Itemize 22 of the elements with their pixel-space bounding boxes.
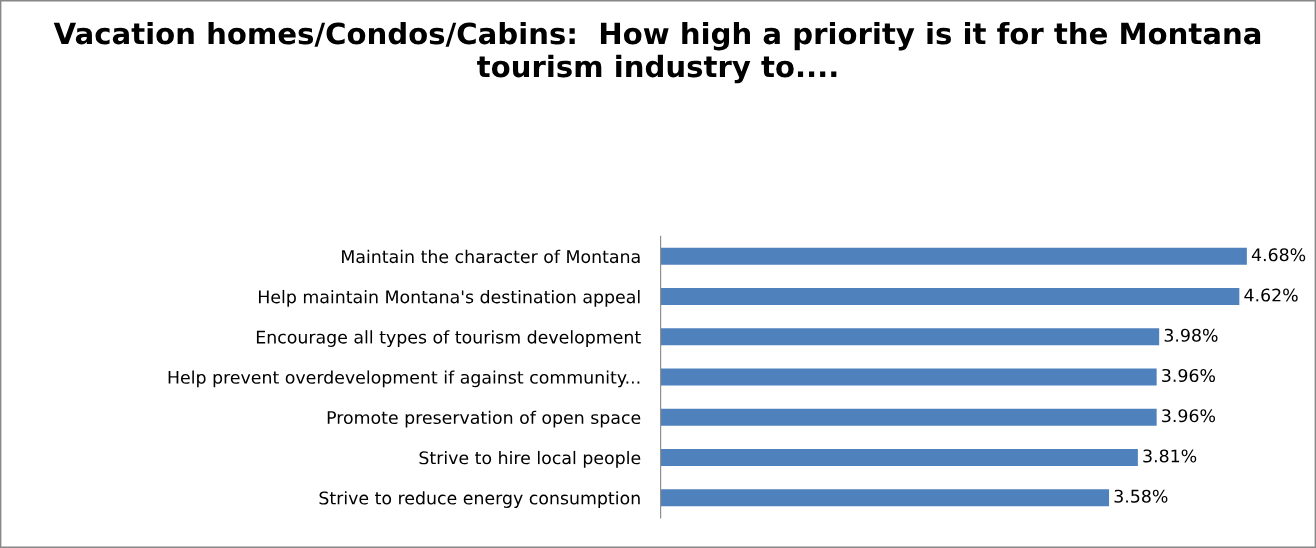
bar [660,489,1110,507]
data-label: 3.96% [1162,368,1216,383]
bar [660,288,1240,305]
y-tick-label: Encourage all types of tourism development [256,330,641,347]
data-label: 4.68% [1251,248,1306,262]
y-tick-label: Strive to hire local people [419,450,641,468]
data-label: 4.62% [1244,288,1298,302]
y-tick-label: Help prevent overdevelopment if against community... [168,370,640,388]
y-tick-label: Help maintain Montana's destination appeal [258,289,640,307]
bar [660,449,1138,466]
bar [660,408,1157,426]
data-label: 3.58% [1114,489,1168,503]
y-tick-label: Promote preservation of open space [327,410,641,428]
data-label: 3.98% [1164,328,1218,342]
data-label: 3.81% [1143,449,1197,463]
data-label: 3.96% [1162,409,1216,423]
y-tick-label: Maintain the character of Montana [342,249,640,264]
y-tick-label: Strive to reduce energy consumption [319,491,640,508]
bar [660,328,1160,346]
bar [660,368,1157,386]
bar [660,247,1247,265]
chart-title: Vacation homes/Condos/Cabins: How high a priority is it for the Montana tourism industry to.... [53,21,1261,84]
